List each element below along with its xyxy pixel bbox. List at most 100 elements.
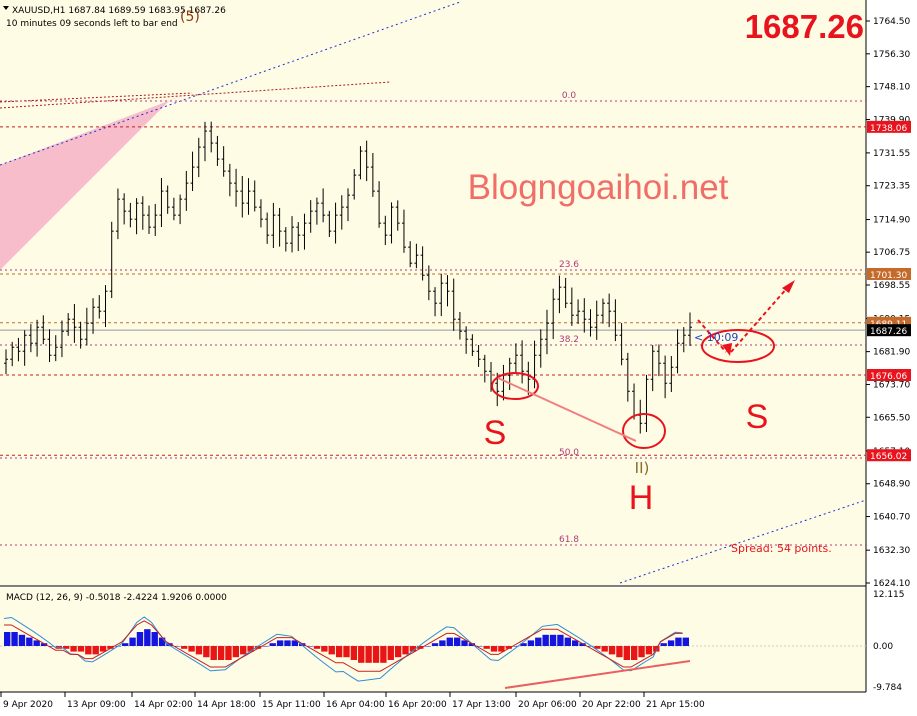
price-tag-box-tag_1676 [867,369,911,382]
macd-bar-53 [394,646,402,658]
x-tick-label-9: 20 Apr 22:00 [582,700,641,710]
y-tick-label-0: 1764.50 [873,17,910,27]
neckline-diagonal [497,377,637,442]
macd-title: MACD (12, 26, 9) -0.5018 -2.4224 1.9206 … [6,593,227,603]
macd-bar-20 [151,632,158,646]
macd-bar-76 [564,637,571,646]
macd-bar-33 [247,646,254,652]
y-tick-label-3: 1739.90 [873,115,910,125]
macd-bar-16 [122,643,129,646]
macd-bar-74 [549,634,557,646]
macd-bar-8 [63,646,70,649]
bar-timer-text: 10 minutes 09 seconds left to bar end [6,19,178,29]
macd-bar-84 [623,646,630,660]
y-tick-label-12: 1665.50 [873,413,910,423]
head-label: H [629,479,654,517]
y-tick-label-16: 1632.30 [873,546,910,556]
arrow-up-head-icon [782,280,795,293]
macd-bar-72 [535,637,542,646]
y-tick-label-8: 1698.55 [873,281,910,291]
macd-bar-38 [284,640,291,646]
spread-info: Spread: 54 points. [731,542,832,555]
y-tick-label-2: 1748.10 [873,83,910,93]
macd-bar-85 [630,646,638,660]
macd-bar-58 [431,643,439,646]
fib-label-2: 38.2 [559,335,579,345]
macd-bar-23 [173,646,181,647]
macd-bar-34 [254,646,262,649]
macd-bar-1 [11,632,18,646]
head-ellipse [622,413,666,449]
main-chart-background [0,0,866,586]
x-tick-label-7: 17 Apr 13:00 [452,700,511,710]
macd-bar-12 [92,646,99,655]
macd-bar-63 [468,643,476,646]
price-tag-tag_1687: 1687.26 [870,327,907,337]
arrow-down-dashed [697,319,727,353]
macd-indicator: 12.115 0.00 -9.784 [0,590,905,693]
pink-fan-zone [0,92,192,270]
macd-bar-87 [645,646,653,655]
symbol-header: XAUUSD,H1 1687.84 1689.59 1683.95 1687.2… [3,6,226,29]
macd-bar-32 [240,646,247,655]
macd-bar-61 [453,637,461,646]
red-dotted-trendline [0,81,391,109]
upper-channel-line [0,1,461,166]
macd-bar-45 [335,646,343,658]
fibonacci-levels: 0.0 23.6 38.2 50.0 61.8 [0,91,866,546]
macd-bar-47 [350,646,358,660]
macd-bar-73 [542,634,549,646]
macd-bar-19 [144,629,151,646]
right-shoulder-label: S [746,398,769,436]
macd-bar-43 [321,646,328,652]
macd-bar-62 [461,640,468,646]
arrow-down-head-icon [722,343,732,356]
macd-bar-5 [40,643,48,646]
lower-channel-line [619,499,867,584]
y-tick-label-10: 1681.90 [873,348,910,358]
y-tick-label-7: 1706.75 [873,248,910,258]
macd-bar-78 [579,643,586,646]
dropdown-triangle-icon[interactable] [3,6,9,10]
macd-bar-59 [439,640,446,646]
macd-bar-50 [372,646,380,663]
macd-bar-52 [387,646,394,660]
macd-bar-25 [188,646,195,652]
x-tick-label-8: 20 Apr 06:00 [518,700,577,710]
macd-bar-41 [306,646,313,647]
big-price-display: 1687.26 [745,8,864,45]
macd-signal-line [4,620,683,672]
watermark-text: Blogngoaihoi.net [468,168,729,207]
price-tag-box-tag_1656 [867,449,911,462]
macd-bar-22 [166,643,173,646]
macd-bar-36 [269,643,276,646]
macd-bar-49 [365,646,372,663]
price-tag-tag_1738: 1738.06 [870,124,907,134]
macd-bar-4 [33,640,40,646]
macd-bar-68 [505,646,512,649]
price-tag-tag_1676: 1676.06 [870,372,907,382]
macd-bar-82 [608,646,616,655]
macd-bar-3 [26,637,33,646]
macd-bar-40 [299,643,306,646]
macd-bar-31 [232,646,240,658]
time-axis-ticks: 9 Apr 2020 13 Apr 09:00 14 Apr 02:00 14 Apr… [0,692,705,710]
macd-bar-39 [291,640,299,646]
left-shoulder-label: S [484,414,507,452]
macd-main-line [3,616,683,682]
price-tag-box-tag_1738 [867,120,911,133]
y-tick-label-17: 1624.10 [873,579,910,589]
symbol-header-text: XAUUSD,H1 1687.84 1689.59 1683.95 1687.2… [12,6,226,16]
macd-bar-26 [195,646,203,655]
fib-label-1: 23.6 [559,260,579,270]
macd-bar-66 [490,646,498,652]
macd-bar-14 [107,646,114,649]
macd-bar-60 [446,637,453,646]
x-tick-label-0: 9 Apr 2020 [3,700,53,710]
macd-bar-48 [358,646,365,663]
x-tick-label-4: 15 Apr 11:00 [262,700,321,710]
y-tick-label-15: 1640.70 [873,513,910,523]
macd-bar-46 [343,646,350,658]
